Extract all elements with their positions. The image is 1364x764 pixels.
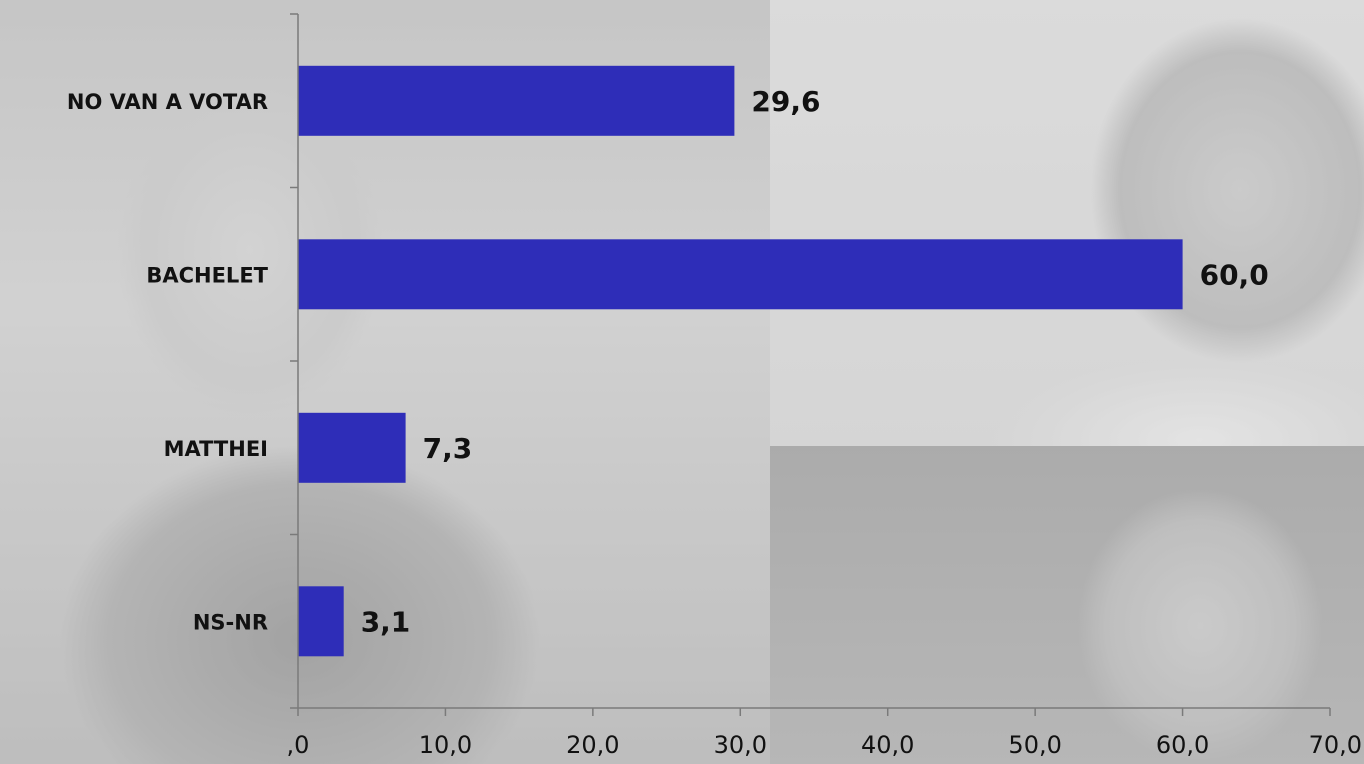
data-label: 7,3 xyxy=(423,432,473,465)
bar xyxy=(298,65,735,136)
x-tick-label: 40,0 xyxy=(861,731,914,759)
x-tick-label: 20,0 xyxy=(566,731,619,759)
category-label: NO VAN A VOTAR xyxy=(67,90,268,114)
x-tick-label: 70,0 xyxy=(1309,731,1362,759)
category-label: MATTHEI xyxy=(164,437,268,461)
bar xyxy=(298,412,406,483)
bar xyxy=(298,239,1183,310)
bar xyxy=(298,586,344,657)
category-label: NS-NR xyxy=(193,610,268,634)
x-tick-label: 30,0 xyxy=(714,731,767,759)
background-photo-right-top xyxy=(770,0,1364,446)
x-tick-label: 60,0 xyxy=(1156,731,1209,759)
data-label: 3,1 xyxy=(361,605,411,638)
data-label: 29,6 xyxy=(751,85,820,118)
category-label: BACHELET xyxy=(146,263,268,287)
data-label: 60,0 xyxy=(1200,258,1269,291)
background-photo-right-bottom xyxy=(770,446,1364,764)
x-tick-label: 50,0 xyxy=(1008,731,1061,759)
x-tick-label: 10,0 xyxy=(419,731,472,759)
x-tick-label: ,0 xyxy=(287,731,310,759)
